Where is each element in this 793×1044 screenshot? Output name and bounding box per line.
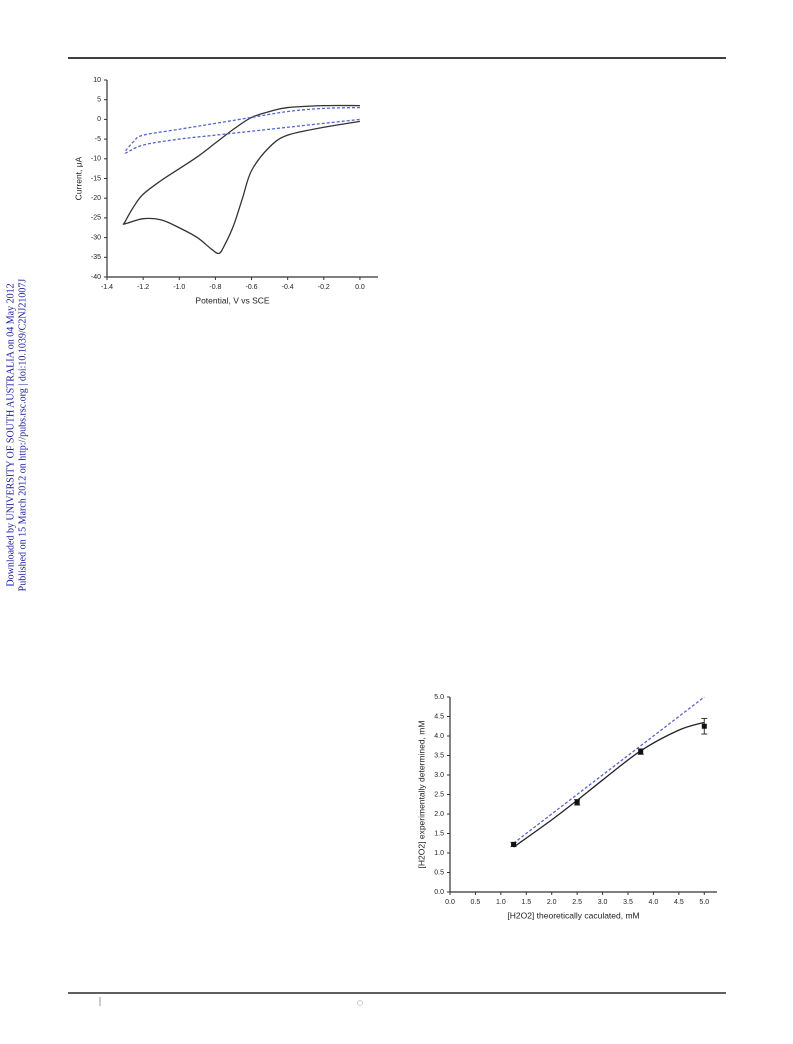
y-tick-label: 0.0 [434, 889, 444, 896]
x-tick-label: 0.5 [471, 899, 481, 906]
x-tick-label: 4.0 [649, 899, 659, 906]
y-tick-label: 5.0 [434, 694, 444, 701]
y-tick-label: -15 [91, 175, 101, 182]
y-tick-label: -40 [91, 274, 101, 281]
y-tick-label: 3.0 [434, 772, 444, 779]
x-tick-label: 1.5 [521, 899, 531, 906]
data-line [124, 106, 361, 154]
x-tick-label: 5.0 [699, 899, 709, 906]
data-point [574, 799, 580, 805]
y-tick-label: 2.0 [434, 811, 444, 818]
y-tick-label: -25 [91, 215, 101, 222]
y-axis-title: Current, μA [73, 156, 83, 200]
y-tick-label: 4.0 [434, 733, 444, 740]
x-tick-label: 4.5 [674, 899, 684, 906]
x-tick-label: 3.0 [598, 899, 608, 906]
y-tick-label: 2.5 [434, 791, 444, 798]
x-tick-label: -1.4 [101, 284, 113, 291]
x-tick-label: 1.0 [496, 899, 506, 906]
footer-dot [357, 1000, 363, 1006]
y-tick-label: -30 [91, 234, 101, 241]
y-tick-label: -20 [91, 195, 101, 202]
y-tick-label: 3.5 [434, 752, 444, 759]
data-line [122, 104, 361, 255]
x-tick-label: 2.5 [572, 899, 582, 906]
x-tick-label: 3.5 [623, 899, 633, 906]
data-point [511, 841, 517, 847]
x-tick-label: -1.2 [137, 284, 149, 291]
y-tick-label: 1.5 [434, 830, 444, 837]
x-axis-title: Potential, V vs SCE [195, 295, 270, 305]
sidebar-line: Downloaded by UNIVERSITY OF SOUTH AUSTRA… [5, 283, 16, 586]
sidebar-line: Published on 15 March 2012 on http://pub… [17, 279, 28, 592]
y-tick-label: -5 [95, 136, 101, 143]
x-tick-label: -0.6 [246, 284, 258, 291]
x-tick-label: 2.0 [547, 899, 557, 906]
y-tick-label: -35 [91, 254, 101, 261]
data-line [513, 696, 705, 844]
y-tick-label: 4.5 [434, 713, 444, 720]
y-tick-label: 1.0 [434, 850, 444, 857]
x-tick-label: 0.0 [355, 284, 365, 291]
y-tick-label: 0.5 [434, 869, 444, 876]
data-line [513, 721, 705, 848]
x-tick-label: -1.0 [173, 284, 185, 291]
x-tick-label: -0.2 [318, 284, 330, 291]
x-tick-label: -0.4 [282, 284, 294, 291]
y-tick-label: 5 [97, 97, 101, 104]
y-axis-title: [H2O2] experimentally determined, mM [416, 721, 426, 869]
x-axis-title: [H2O2] theoretically caculated, mM [507, 910, 639, 920]
x-tick-label: 0.0 [445, 899, 455, 906]
x-tick-label: -0.8 [209, 284, 221, 291]
data-point [701, 723, 707, 729]
data-point [638, 749, 644, 755]
y-tick-label: 0 [97, 116, 101, 123]
y-tick-label: 10 [93, 77, 101, 84]
y-tick-label: -10 [91, 156, 101, 163]
